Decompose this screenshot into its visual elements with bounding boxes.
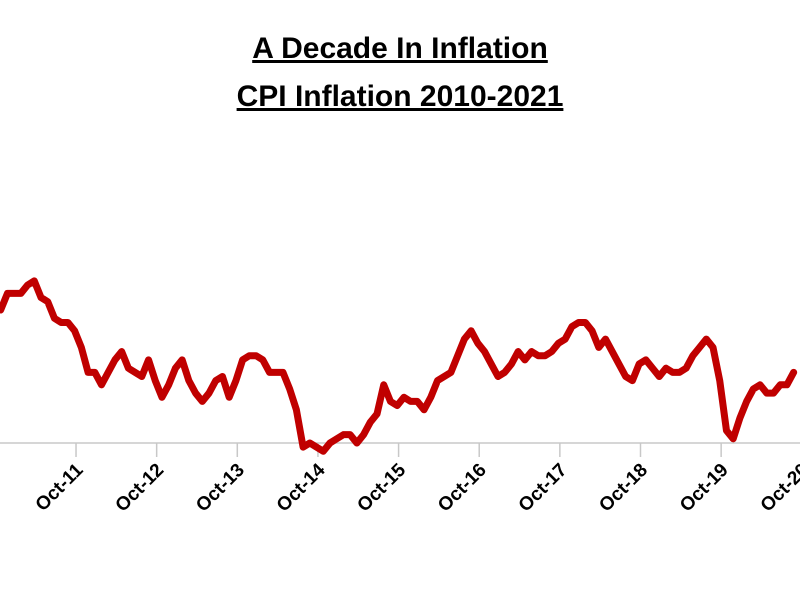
x-tick-label: Oct-11 <box>32 459 88 515</box>
chart-subtitle: CPI Inflation 2010-2021 <box>237 80 564 113</box>
x-tick-label: Oct-12 <box>112 460 169 517</box>
chart-title: A Decade In Inflation <box>252 32 548 65</box>
x-tick-label: Oct-13 <box>192 460 249 517</box>
x-tick-label: Oct-20 <box>757 460 800 517</box>
x-tick-label: Oct-18 <box>595 460 652 517</box>
data-line <box>0 277 798 455</box>
x-tick-label: Oct-17 <box>515 460 572 517</box>
x-tick-label: Oct-19 <box>676 460 733 517</box>
x-tick-label: Oct-16 <box>434 460 491 517</box>
x-tick-label: Oct-15 <box>353 459 410 516</box>
x-tick-label: Oct-14 <box>273 459 330 516</box>
